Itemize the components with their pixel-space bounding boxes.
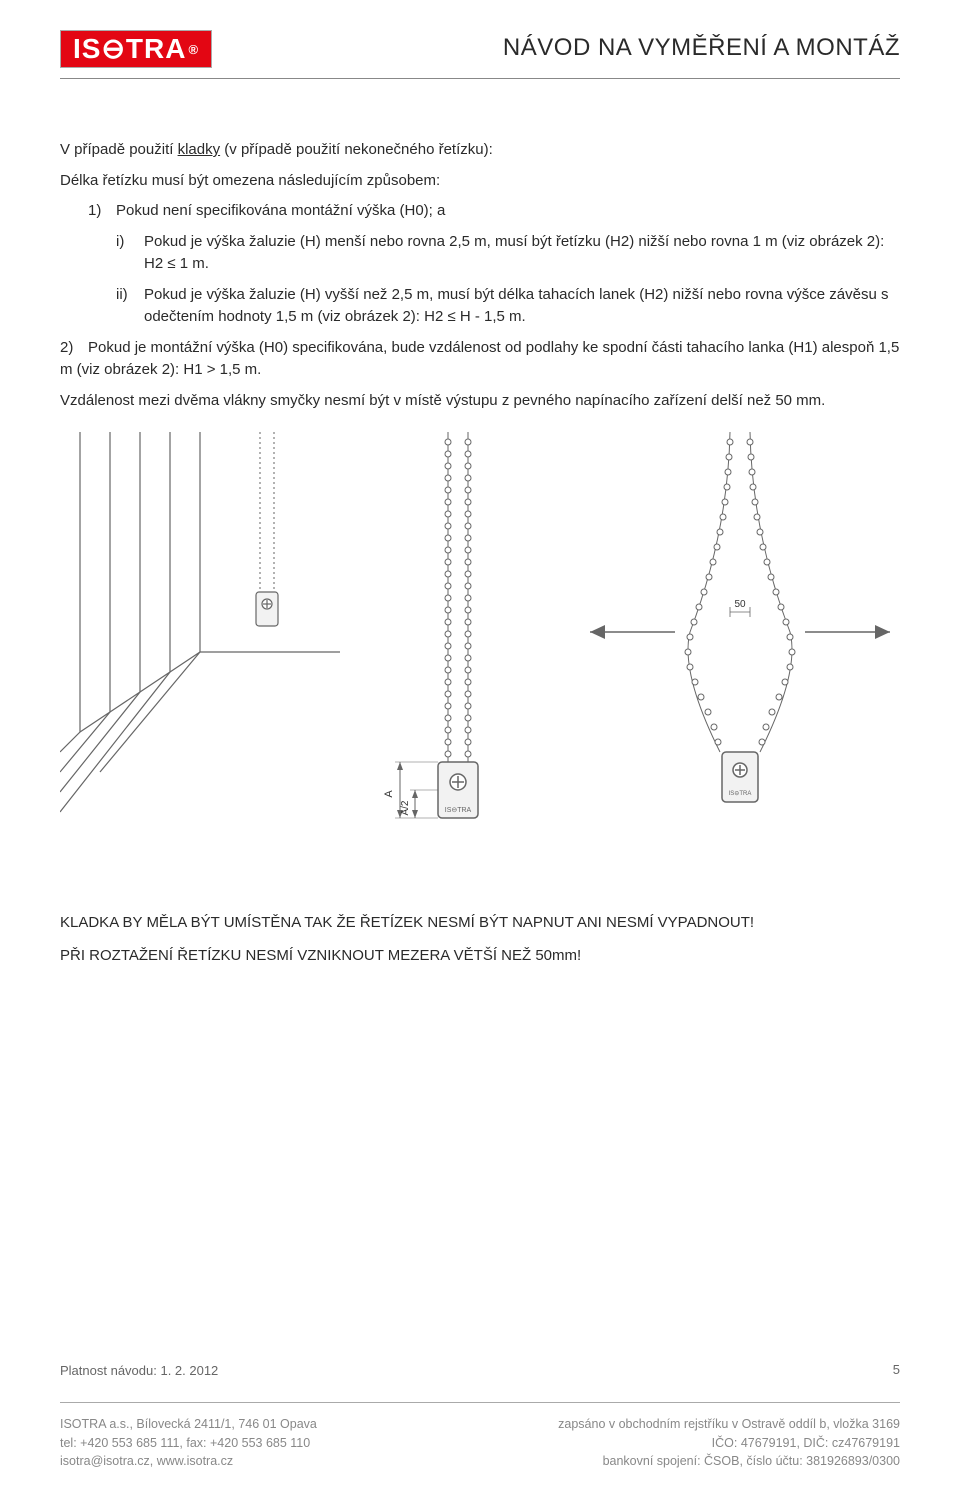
page-header: IS⊖TRA® NÁVOD NA VYMĚŘENÍ A MONTÁŽ [60,30,900,76]
footer-right-2: IČO: 47679191, DIČ: cz47679191 [558,1434,900,1453]
page-number: 5 [893,1362,900,1377]
window-svg [60,432,340,852]
dim-50-label: 50 [734,599,746,610]
diagram-chain-tensioner: IS⊖TRA A A/2 [370,432,550,852]
sub-i-text: Pokud je výška žaluzie (H) menší nebo ro… [144,231,900,276]
logo: IS⊖TRA® [60,30,212,68]
footer-info: ISOTRA a.s., Bílovecká 2411/1, 746 01 Op… [60,1415,900,1471]
sub-i-number: i) [116,231,144,276]
footer-left-3: isotra@isotra.cz, www.isotra.cz [60,1452,317,1471]
list-level-1: 1) Pokud není specifikována montážní výš… [60,200,900,223]
footer-left-2: tel: +420 553 685 111, fax: +420 553 685… [60,1434,317,1453]
content: V případě použití kladky (v případě použ… [60,79,900,967]
list-item-1-ii: ii) Pokud je výška žaluzie (H) vyšší než… [116,284,900,329]
list-level-1b: 2)Pokud je montážní výška (H0) specifiko… [60,337,900,382]
validity-text: Platnost návodu: 1. 2. 2012 [60,1363,218,1378]
footer-right: zapsáno v obchodním rejstříku v Ostravě … [558,1415,900,1471]
dim-a-label: A [383,790,395,798]
footer: Platnost návodu: 1. 2. 2012 5 ISOTRA a.s… [60,1362,900,1471]
list-level-2: i) Pokud je výška žaluzie (H) menší nebo… [60,231,900,329]
footer-divider [60,1402,900,1403]
diagram-chain-spread: 50 IS⊖TRA [580,432,900,852]
sub-ii-text: Pokud je výška žaluzie (H) vyšší než 2,5… [144,284,900,329]
list-item-1-i: i) Pokud je výška žaluzie (H) menší nebo… [116,231,900,276]
caption-2: PŘI ROZTAŽENÍ ŘETÍZKU NESMÍ VZNIKNOUT ME… [60,945,900,968]
footer-left-1: ISOTRA a.s., Bílovecká 2411/1, 746 01 Op… [60,1415,317,1434]
sub-ii-number: ii) [116,284,144,329]
footer-left: ISOTRA a.s., Bílovecká 2411/1, 746 01 Op… [60,1415,317,1471]
paragraph-last: Vzdálenost mezi dvěma vlákny smyčky nesm… [60,390,900,413]
footer-right-3: bankovní spojení: ČSOB, číslo účtu: 3819… [558,1452,900,1471]
item1-number: 1) [88,200,116,223]
intro-prefix: V případě použití [60,141,178,158]
logo-text: IS⊖TRA [73,35,186,63]
chain-tensioner-svg: IS⊖TRA A A/2 [370,432,550,852]
brand-label-1: IS⊖TRA [445,807,472,814]
intro-underline: kladky [178,141,221,158]
footer-right-1: zapsáno v obchodním rejstříku v Ostravě … [558,1415,900,1434]
logo-reg: ® [188,43,199,56]
item1-text: Pokud není specifikována montážní výška … [116,200,445,223]
dim-a2-label: A/2 [400,800,411,815]
caption-1: KLADKA BY MĚLA BÝT UMÍSTĚNA TAK ŽE ŘETÍZ… [60,912,900,935]
brand-label-2: IS⊖TRA [729,791,752,797]
chain-spread-svg: 50 IS⊖TRA [580,432,900,852]
item2-number: 2) [60,337,88,360]
diagram-row: IS⊖TRA A A/2 [60,432,900,852]
paragraph-2: Délka řetízku musí být omezena následují… [60,170,900,193]
intro-suffix: (v případě použití nekonečného řetízku): [220,141,493,158]
list-item-2: 2)Pokud je montážní výška (H0) specifiko… [60,337,900,382]
item2-text: Pokud je montážní výška (H0) specifiková… [60,339,899,379]
diagram-window [60,432,340,852]
list-item-1: 1) Pokud není specifikována montážní výš… [88,200,900,223]
intro-paragraph: V případě použití kladky (v případě použ… [60,139,900,162]
page-title: NÁVOD NA VYMĚŘENÍ A MONTÁŽ [503,30,900,62]
